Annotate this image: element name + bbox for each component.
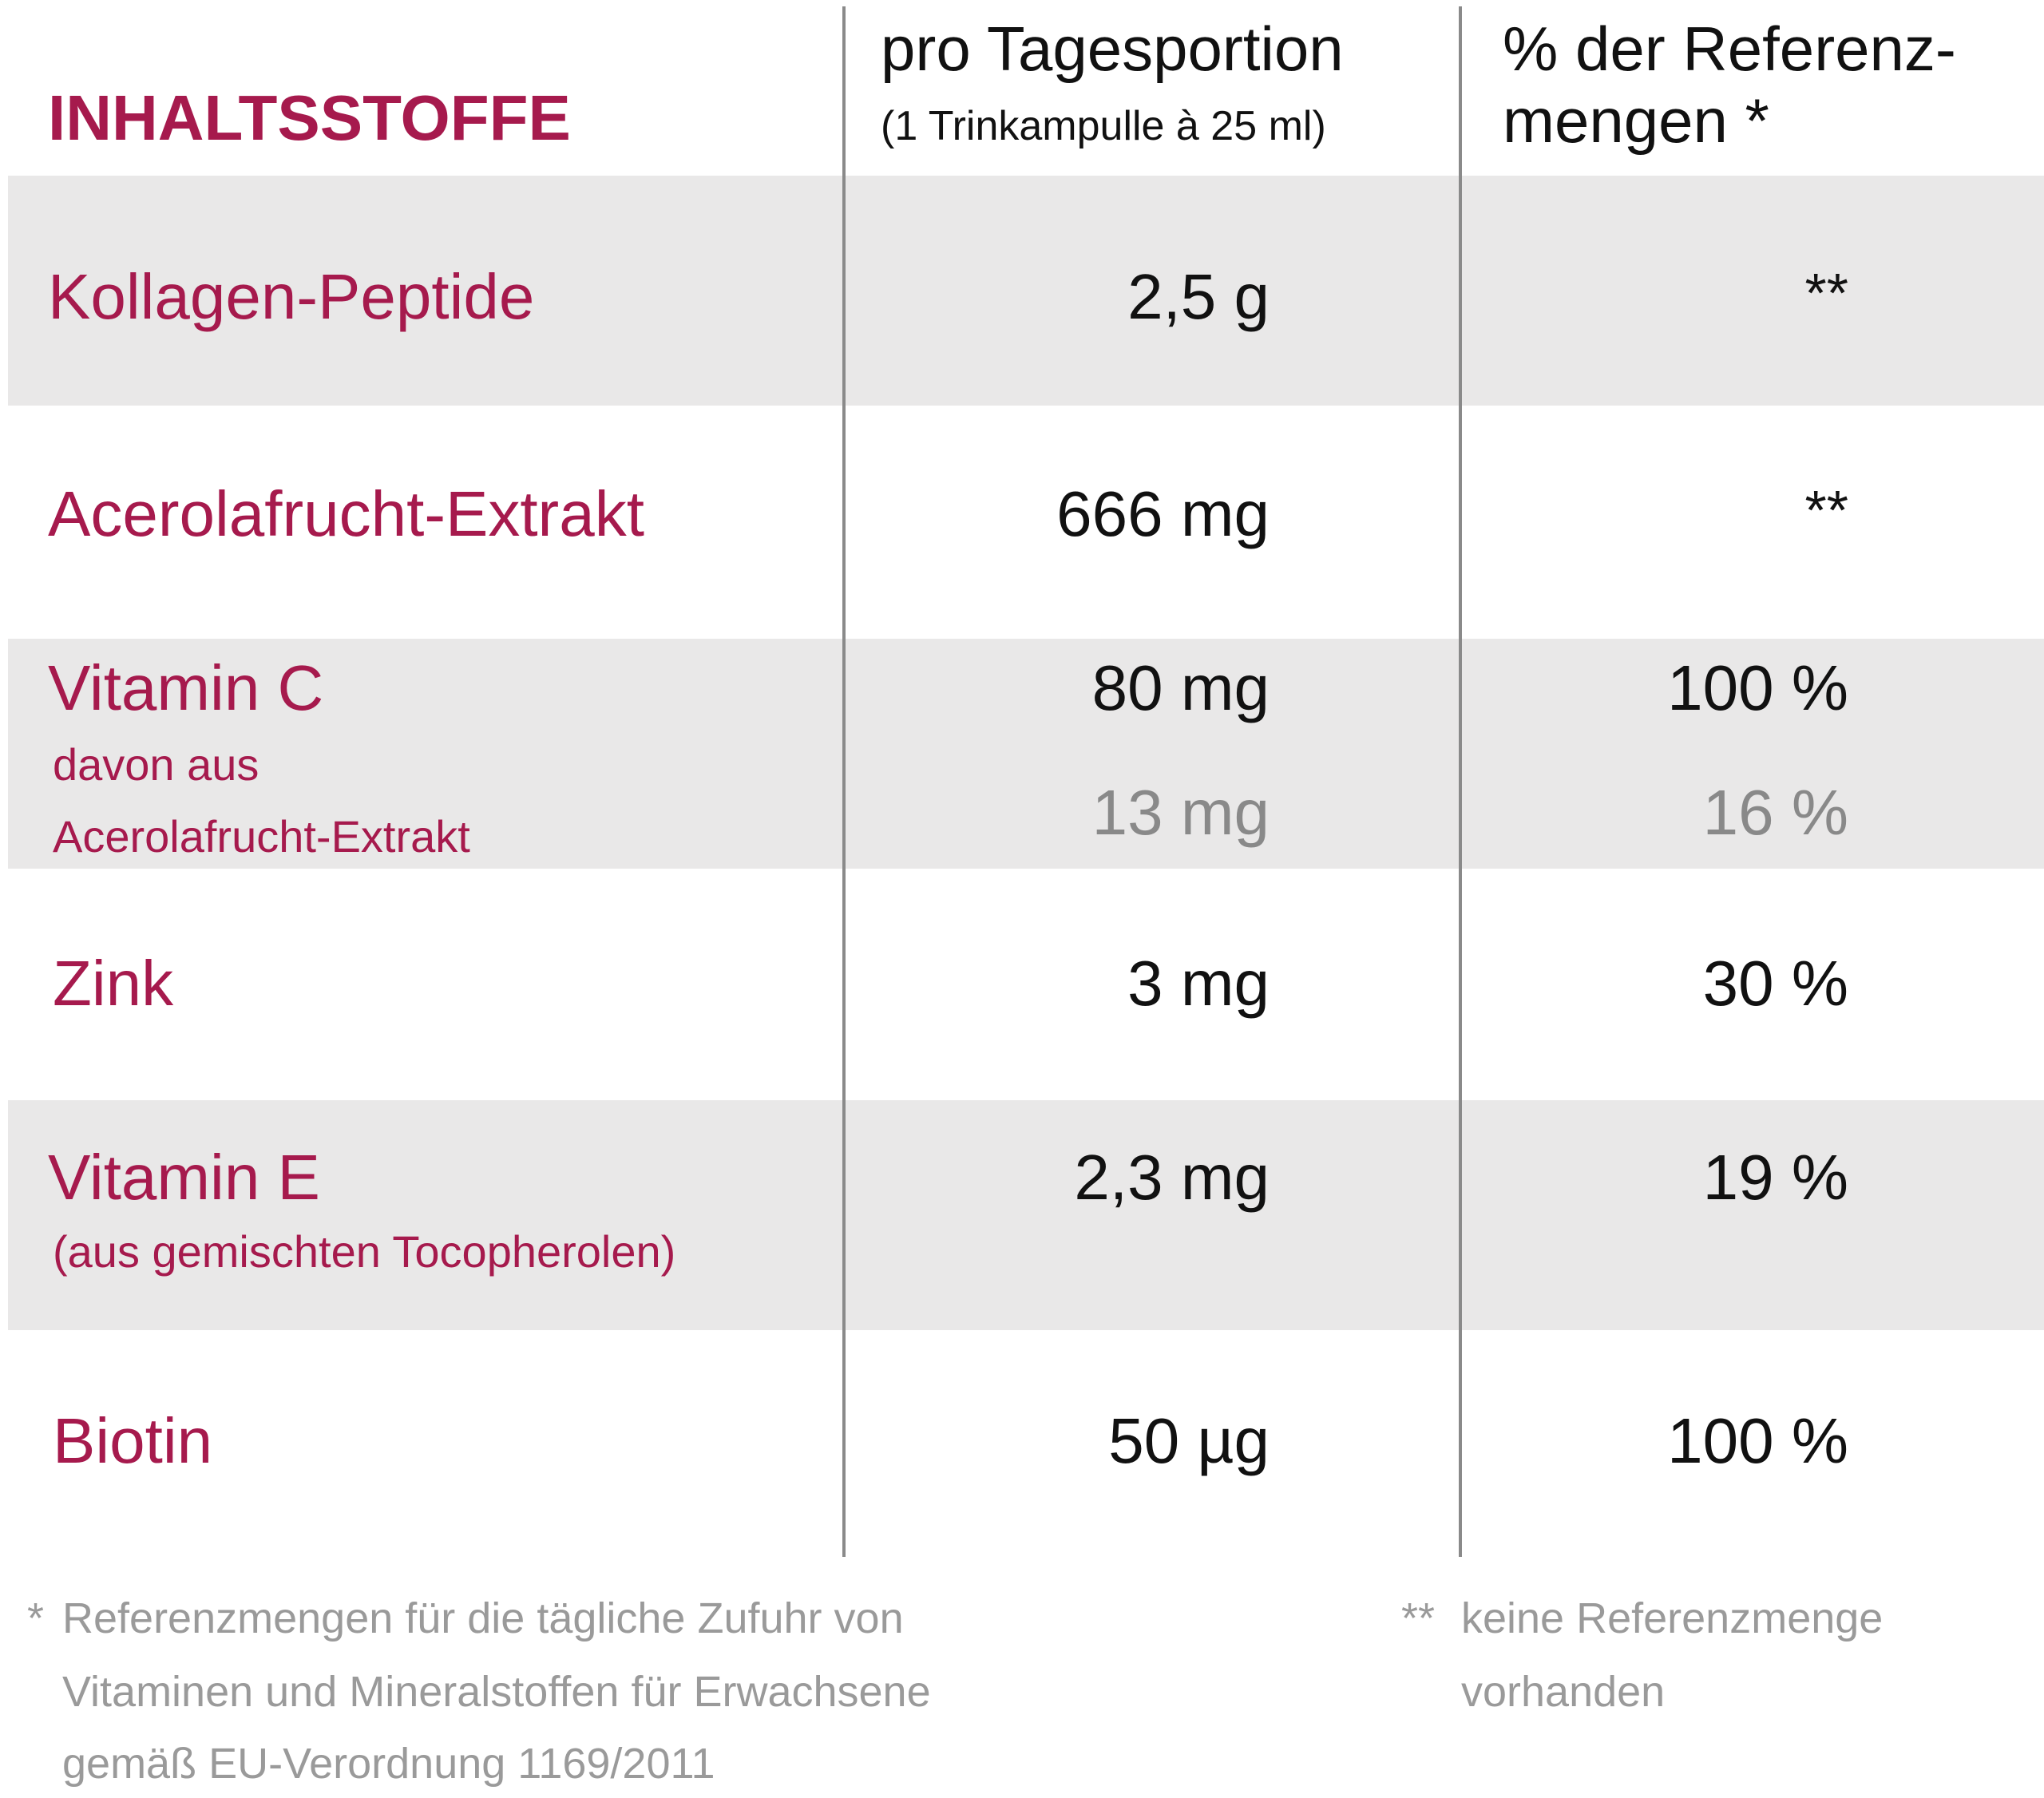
footnote-double-star-text: vorhanden <box>1461 1668 1666 1716</box>
reference-percent: ** <box>1804 262 1848 324</box>
amount-value: 2,5 g <box>1127 261 1270 332</box>
amount-value: 50 µg <box>1108 1405 1270 1476</box>
reference-percent: 19 % <box>1702 1142 1848 1213</box>
ingredient-name: Zink <box>53 948 174 1019</box>
amount-value: 2,3 mg <box>1074 1142 1270 1213</box>
amount-value: 3 mg <box>1127 948 1270 1019</box>
ingredient-name: Acerolafrucht-Extrakt <box>48 478 644 549</box>
ingredient-name: Vitamin C <box>48 652 324 723</box>
reference-percent: 30 % <box>1702 948 1848 1019</box>
footnote-double-star-mark: ** <box>1401 1594 1436 1642</box>
amount-value: 80 mg <box>1091 652 1270 723</box>
reference-percent: 100 % <box>1667 1405 1848 1476</box>
row-band-vitamin-c <box>8 639 2044 869</box>
footnote-star-text: gemäß EU-Verordnung 1169/2011 <box>62 1740 715 1788</box>
sub-reference-percent: 16 % <box>1702 777 1848 848</box>
ingredient-subline: (aus gemischten Tocopherolen) <box>53 1226 676 1277</box>
sub-amount-value: 13 mg <box>1091 777 1270 848</box>
column-divider-2 <box>1459 6 1462 1557</box>
column-header-reference-line2: mengen * <box>1503 85 1769 156</box>
ingredient-subline: Acerolafrucht-Extrakt <box>53 811 470 861</box>
reference-percent: 100 % <box>1667 652 1848 723</box>
reference-percent: ** <box>1804 479 1848 541</box>
footnote-double-star-text: keine Referenzmenge <box>1461 1594 1884 1642</box>
ingredient-subline: davon aus <box>53 739 259 790</box>
row-band-kollagen <box>8 176 2044 406</box>
footnote-star-text: Referenzmengen für die tägliche Zufuhr v… <box>62 1594 904 1642</box>
ingredient-name: Biotin <box>53 1405 213 1476</box>
footnote-star-text: Vitaminen und Mineralstoffen für Erwachs… <box>62 1668 931 1716</box>
column-divider-1 <box>842 6 846 1557</box>
amount-value: 666 mg <box>1056 478 1270 549</box>
row-band-vitamin-e <box>8 1100 2044 1330</box>
ingredient-name: Kollagen-Peptide <box>48 261 535 332</box>
ingredients-heading: INHALTSSTOFFE <box>48 82 571 153</box>
footnote-star-mark: * <box>27 1594 45 1642</box>
column-header-daily-portion: pro Tagesportion <box>881 14 1344 84</box>
ingredient-name: Vitamin E <box>48 1142 320 1213</box>
column-header-daily-portion-subtitle: (1 Trinkampulle à 25 ml) <box>881 103 1326 149</box>
column-header-reference-line1: % der Referenz- <box>1503 14 1956 84</box>
